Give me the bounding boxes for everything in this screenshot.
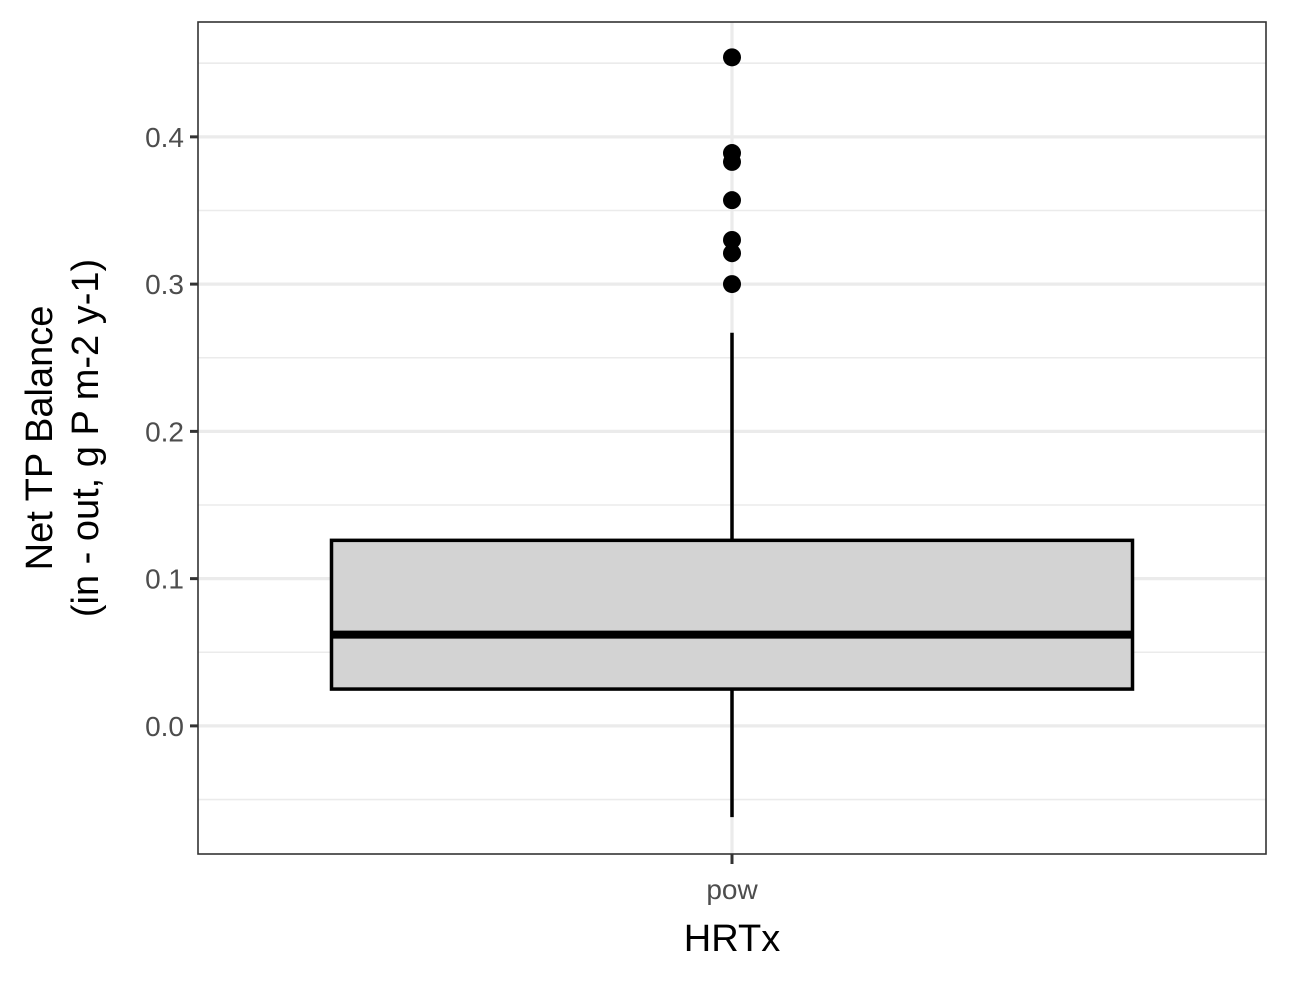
outlier-point xyxy=(723,275,741,294)
y-tick-label: 0.0 xyxy=(145,711,184,742)
y-axis-title-line-2: (in - out, g P m-2 y-1) xyxy=(65,259,107,617)
y-axis-title-line-1: Net TP Balance xyxy=(19,306,61,571)
outlier-point xyxy=(723,152,741,171)
y-tick-label: 0.1 xyxy=(145,564,184,595)
y-axis: 0.0 0.1 0.2 0.3 0.4 xyxy=(145,122,198,742)
y-tick-label: 0.4 xyxy=(145,122,184,153)
outlier-point xyxy=(723,244,741,263)
y-axis-title: Net TP Balance (in - out, g P m-2 y-1) xyxy=(19,259,107,617)
y-tick-label: 0.2 xyxy=(145,416,184,447)
x-tick-label: pow xyxy=(706,874,758,905)
y-tick-label: 0.3 xyxy=(145,269,184,300)
x-axis-title: HRTx xyxy=(684,918,780,960)
boxplot-marks xyxy=(329,48,1135,818)
box-iqr xyxy=(329,538,1135,691)
outlier-point xyxy=(723,48,741,67)
outlier-point xyxy=(723,191,741,210)
x-axis: pow xyxy=(706,854,758,905)
outlier-point xyxy=(723,230,741,249)
